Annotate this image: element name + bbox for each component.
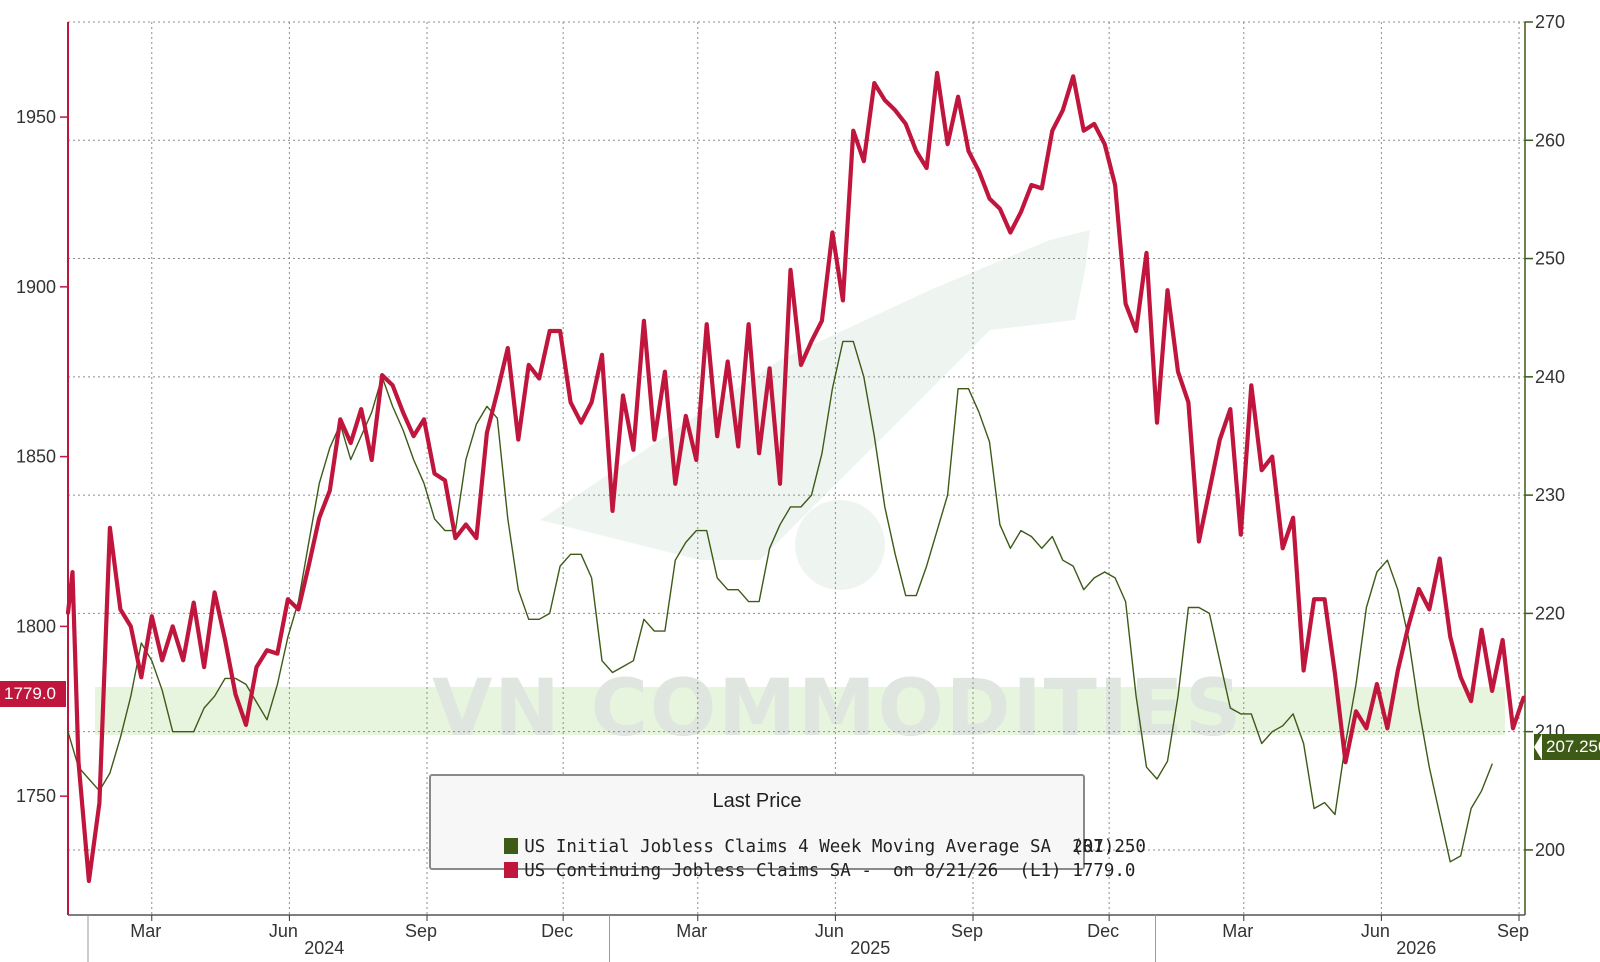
legend: Last Price US Initial Jobless Claims 4 W… — [429, 774, 1146, 881]
left-last-value-badge: 1779.0 — [0, 681, 66, 707]
legend-title: Last Price — [712, 790, 802, 812]
x-tick-label-mar: Mar — [676, 921, 707, 941]
year-label-2025: 2025 — [850, 938, 890, 958]
legend-value-continuing-claims: 1779.0 — [1072, 861, 1136, 881]
x-tick-label-dec: Dec — [541, 921, 573, 941]
right-tick-label-260: 260 — [1535, 130, 1565, 150]
x-tick-label-mar: Mar — [130, 921, 161, 941]
year-label-2024: 2024 — [304, 938, 344, 958]
right-tick-label-200: 200 — [1535, 840, 1565, 860]
x-axis-ticks: Mar Jun Sep Dec Mar Jun Sep Dec Mar Jun Sep 2024 202… — [87, 915, 1529, 962]
left-tick-label-1850: 1850 — [16, 447, 56, 467]
watermark-dot-icon — [795, 500, 885, 590]
axes — [67, 22, 1526, 916]
x-tick-label-jun: Jun — [815, 921, 844, 941]
legend-value-initial-claims: 207.250 — [1072, 837, 1146, 857]
left-tick-label-1750: 1750 — [16, 786, 56, 806]
right-tick-label-240: 240 — [1535, 367, 1565, 387]
watermark-text: VN COMMODITIES — [432, 664, 1243, 754]
x-tick-label-mar: Mar — [1222, 921, 1253, 941]
right-last-value-badge: 207.250 — [1534, 734, 1600, 760]
year-label-2026: 2026 — [1396, 938, 1436, 958]
left-tick-label-1900: 1900 — [16, 277, 56, 297]
series-line-initial-claims-4wk-ma — [67, 340, 1493, 863]
left-tick-label-1950: 1950 — [16, 107, 56, 127]
legend-swatch-initial-claims — [504, 838, 519, 854]
right-tick-label-230: 230 — [1535, 485, 1565, 505]
left-tick-label-1800: 1800 — [16, 616, 56, 636]
right-tick-label-250: 250 — [1535, 249, 1565, 269]
series-line-continuing-claims — [65, 70, 1526, 884]
series-layer — [65, 70, 1526, 884]
legend-label-initial-claims: US Initial Jobless Claims 4 Week Moving … — [524, 837, 1115, 857]
x-tick-label-sep: Sep — [405, 921, 437, 941]
x-tick-label-jun: Jun — [269, 921, 298, 941]
watermark: VN COMMODITIES — [95, 230, 1505, 754]
x-tick-label-sep: Sep — [951, 921, 983, 941]
x-tick-label-sep: Sep — [1497, 921, 1529, 941]
left-axis-ticks: 1750 1800 1850 1900 1950 — [16, 107, 68, 806]
legend-swatch-continuing-claims — [504, 862, 519, 878]
legend-item-continuing-claims: US Continuing Jobless Claims SA - on 8/2… — [441, 841, 1135, 881]
x-tick-label-dec: Dec — [1087, 921, 1119, 941]
right-tick-label-270: 270 — [1535, 12, 1565, 32]
legend-item-initial-claims: US Initial Jobless Claims 4 Week Moving … — [441, 817, 1146, 857]
right-tick-label-220: 220 — [1535, 603, 1565, 623]
legend-label-continuing-claims: US Continuing Jobless Claims SA - on 8/2… — [524, 861, 1062, 881]
watermark-band — [95, 687, 1505, 735]
x-tick-label-jun: Jun — [1361, 921, 1390, 941]
